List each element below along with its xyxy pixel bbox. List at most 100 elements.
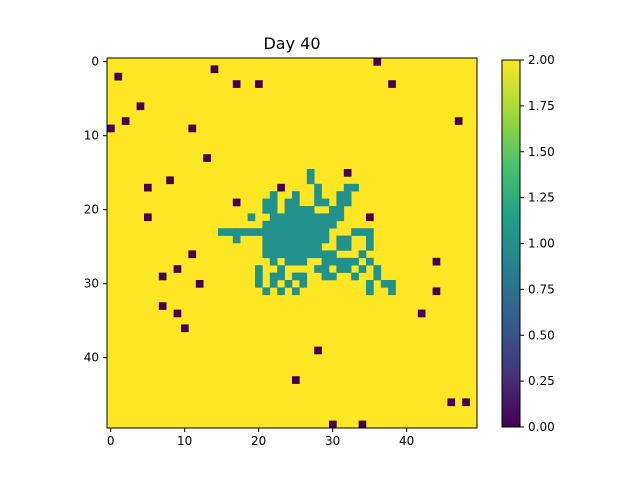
- heatmap-cell: [336, 206, 345, 214]
- heatmap-cell: [269, 191, 278, 199]
- heatmap-cell: [107, 124, 115, 133]
- heatmap-cell: [454, 117, 463, 125]
- heatmap-cell: [277, 287, 285, 296]
- heatmap-cell: [240, 228, 248, 236]
- heatmap-cell: [336, 243, 345, 251]
- heatmap-cell: [314, 183, 322, 192]
- heatmap-cell: [314, 265, 322, 273]
- heatmap-cell: [292, 213, 300, 222]
- heatmap-cell: [299, 243, 308, 251]
- heatmap-cell: [343, 191, 352, 199]
- heatmap-cell: [277, 250, 285, 259]
- heatmap-cell: [432, 257, 441, 266]
- heatmap-cell: [218, 228, 226, 236]
- heatmap-cell: [262, 228, 271, 236]
- heatmap-cell: [136, 102, 145, 111]
- heatmap-cell: [358, 250, 367, 259]
- heatmap-cell: [321, 250, 330, 259]
- heatmap-cell: [292, 191, 300, 199]
- heatmap-cell: [292, 250, 300, 259]
- heatmap-cell: [299, 280, 308, 288]
- heatmap-cell: [166, 176, 174, 185]
- heatmap-cell: [351, 257, 359, 266]
- heatmap-cell: [284, 257, 293, 266]
- heatmap-cell: [269, 206, 278, 214]
- heatmap-cell: [306, 228, 315, 236]
- heatmap-cell: [336, 191, 345, 199]
- heatmap-cell: [373, 272, 382, 281]
- heatmap-cell: [306, 220, 315, 229]
- heatmap-cell: [284, 228, 293, 236]
- heatmap-cell: [277, 235, 285, 244]
- heatmap-cell: [277, 265, 285, 273]
- heatmap-cell: [292, 235, 300, 244]
- y-tick-label: 20: [84, 203, 99, 217]
- heatmap-cell: [269, 235, 278, 244]
- heatmap-cell: [269, 198, 278, 207]
- heatmap-cell: [255, 280, 263, 288]
- heatmap-cell: [232, 80, 241, 88]
- heatmap-cell: [247, 228, 256, 236]
- heatmap-cell: [188, 250, 197, 259]
- heatmap-cell: [299, 228, 308, 236]
- colorbar: 0.00 0.25 0.50 0.75 1.00 1.25 1.50 1.75 2.00: [501, 53, 555, 434]
- colorbar-tick-label: 1.75: [528, 99, 555, 113]
- heatmap-cell: [299, 213, 308, 222]
- heatmap-cell: [329, 257, 337, 266]
- heatmap-cell: [343, 169, 352, 177]
- heatmap-cell: [269, 272, 278, 281]
- heatmap-cell: [269, 257, 278, 266]
- heatmap-cell: [173, 309, 182, 318]
- heatmap-cell: [277, 220, 285, 229]
- heatmap-cell: [247, 213, 256, 222]
- heatmap-cell: [358, 228, 367, 236]
- heatmap-cell: [181, 324, 189, 333]
- heatmap-cell: [255, 80, 263, 88]
- heatmap-cell: [284, 213, 293, 222]
- x-tick-label: 20: [251, 434, 266, 448]
- x-tick-label: 30: [325, 434, 340, 448]
- heatmap-cell: [292, 376, 300, 384]
- heatmap-cell: [343, 265, 352, 273]
- heatmap-cell: [232, 228, 241, 236]
- heatmap-cell: [447, 398, 456, 407]
- heatmap-cell: [314, 235, 322, 244]
- heatmap-cell: [255, 265, 263, 273]
- heatmap-cell: [306, 169, 315, 177]
- heatmap-cell: [373, 58, 382, 66]
- colorbar-tick-label: 1.25: [528, 191, 555, 205]
- heatmap-cell: [299, 220, 308, 229]
- heatmap-cell: [306, 235, 315, 244]
- x-tick-label: 0: [107, 434, 115, 448]
- heatmap-cell: [366, 280, 374, 288]
- heatmap-cell: [336, 235, 345, 244]
- y-tick-label: 10: [84, 129, 99, 143]
- heatmap-cell: [292, 220, 300, 229]
- heatmap-cell: [188, 124, 197, 133]
- heatmap-cell: [373, 265, 382, 273]
- heatmap-cell: [292, 287, 300, 296]
- heatmap-cell: [195, 280, 204, 288]
- heatmap-cell: [314, 243, 322, 251]
- heatmap-cell: [269, 220, 278, 229]
- heatmap-cell: [262, 235, 271, 244]
- heatmap-cell: [232, 198, 241, 207]
- heatmap-cell: [144, 183, 152, 192]
- heatmap-cell: [321, 235, 330, 244]
- heatmap-cell: [277, 272, 285, 281]
- heatmap-cell: [329, 220, 337, 229]
- heatmap-cell: [269, 280, 278, 288]
- heatmap-cell: [366, 287, 374, 296]
- heatmap-cell: [329, 250, 337, 259]
- heatmap-cell: [299, 206, 308, 214]
- heatmap-cell: [366, 235, 374, 244]
- heatmap-cell: [343, 243, 352, 251]
- heatmap-cell: [269, 243, 278, 251]
- heatmap-cell: [314, 220, 322, 229]
- plot-area: [107, 58, 477, 429]
- heatmap-cell: [321, 213, 330, 222]
- heatmap-cell: [284, 235, 293, 244]
- heatmap-cell: [284, 220, 293, 229]
- colorbar-tick-label: 0.25: [528, 374, 555, 388]
